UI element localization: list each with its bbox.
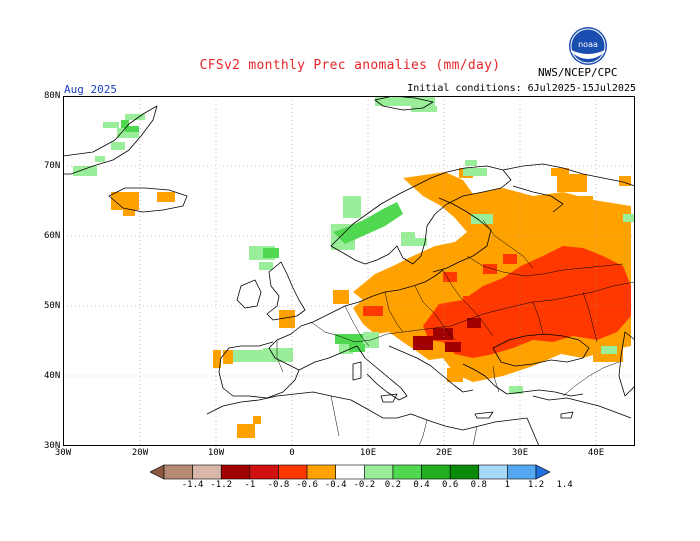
lat-label-50n: 50N [44,301,61,311]
legend-tick-label: 0.4 [413,480,430,490]
legend-swatch [163,464,193,480]
agency-label: NWS/NCEP/CPC [538,66,618,79]
lon-label-20e: 20E [435,448,453,458]
moderate-wet-region [121,120,403,352]
legend-swatch [249,464,279,480]
lat-label-70n: 70N [44,161,61,171]
legend-swatch [478,464,508,480]
legend-tick-label: 1.2 [527,480,545,490]
lon-label-0: 0 [289,448,295,458]
legend-tick-label: 0.2 [384,480,402,490]
lon-label-30w: 30W [54,448,72,458]
lat-label-80n: 80N [44,91,61,101]
legend-tick-label: -1.2 [210,480,233,490]
forecast-period: Aug 2025 [64,83,117,96]
legend-swatch [150,464,165,480]
legend-tick-label: -1.4 [181,480,204,490]
graticule [63,96,635,446]
legend-tick-label: 1 [504,480,511,490]
legend-tick-label: 1.4 [556,480,573,490]
country-borders [276,219,635,446]
legend-tick-label: -1 [244,480,256,490]
legend-swatch [278,464,308,480]
legend-swatch [306,464,336,480]
legend-swatch [449,464,480,480]
strong-dry-region [363,246,631,358]
legend-swatch [507,464,537,480]
lon-label-10w: 10W [207,448,225,458]
lon-label-10e: 10E [359,448,377,458]
legend-swatch [192,464,222,480]
initial-conditions: Initial conditions: 6Jul2025-15Jul2025 [407,83,636,94]
legend-swatch [220,464,251,480]
lat-label-40n: 40N [44,371,61,381]
legend-tick-label: -0.8 [267,480,290,490]
legend-swatch [335,464,365,480]
legend-swatch [421,464,451,480]
color-legend [150,464,550,480]
legend-swatch [535,464,550,480]
lat-label-30n: 30N [44,441,61,451]
legend-swatch [392,464,422,480]
legend-tick-label: 0.8 [470,480,487,490]
logo-text: noaa [578,40,598,49]
anomaly-map [63,96,635,446]
legend-tick-label: -0.6 [296,480,318,490]
legend-tick-label: -0.4 [324,480,347,490]
map-title: CFSv2 monthly Prec anomalies (mm/day) [199,58,501,73]
lat-label-60n: 60N [44,231,61,241]
lon-label-40e: 40E [587,448,605,458]
lon-label-30e: 30E [511,448,529,458]
very-dry-region [413,318,481,352]
noaa-logo: noaa [569,27,607,65]
lon-label-20w: 20W [131,448,149,458]
coastlines [63,96,635,446]
legend-tick-label: 0.6 [442,480,459,490]
legend-swatch [364,464,394,480]
legend-tick-label: -0.2 [353,480,376,490]
